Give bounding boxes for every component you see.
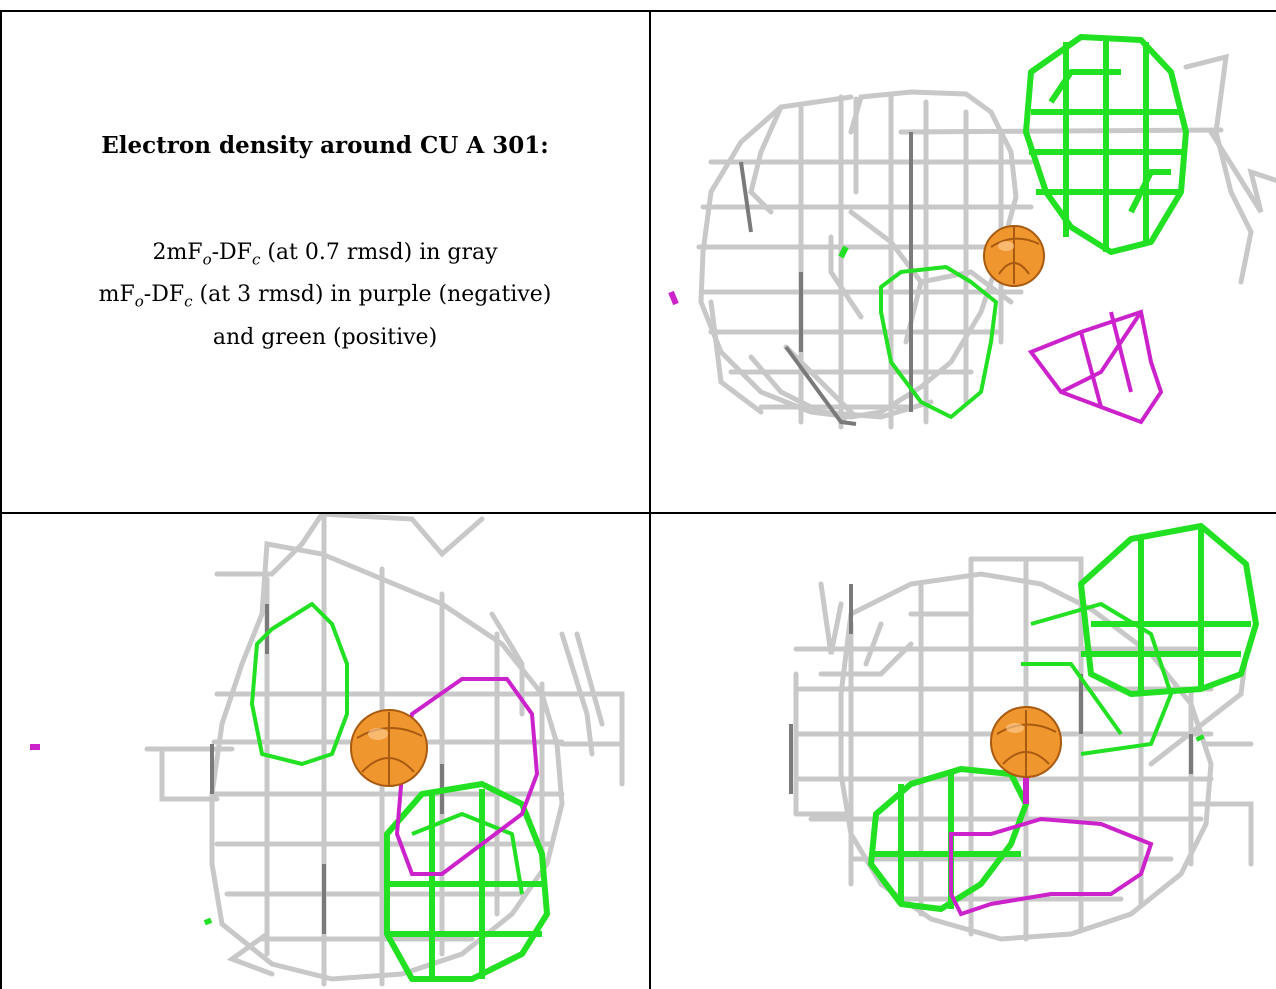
caption-cell: Electron density around CU A 301: 2mFo-D… [2,12,648,511]
density-mesh-view-3 [651,514,1276,989]
gray-mesh-dark [741,132,911,424]
view-bottom-right [651,514,1276,989]
legend-line-2: mFo-DFc (at 3 rmsd) in purple (negative) [99,277,552,319]
density-mesh-view-1 [651,12,1276,511]
view-top-right [651,12,1276,511]
legend-line-1: 2mFo-DFc (at 0.7 rmsd) in gray [99,235,552,277]
density-mesh-view-2 [2,514,648,989]
copper-atom [984,226,1044,286]
figure-title: Electron density around CU A 301: [101,132,548,159]
copper-atom [991,707,1061,777]
figure-legend: 2mFo-DFc (at 0.7 rmsd) in gray mFo-DFc (… [99,235,552,356]
legend-line-3: and green (positive) [99,320,552,356]
purple-mesh [951,774,1151,914]
copper-atom [351,710,427,786]
view-bottom-left [2,514,648,989]
